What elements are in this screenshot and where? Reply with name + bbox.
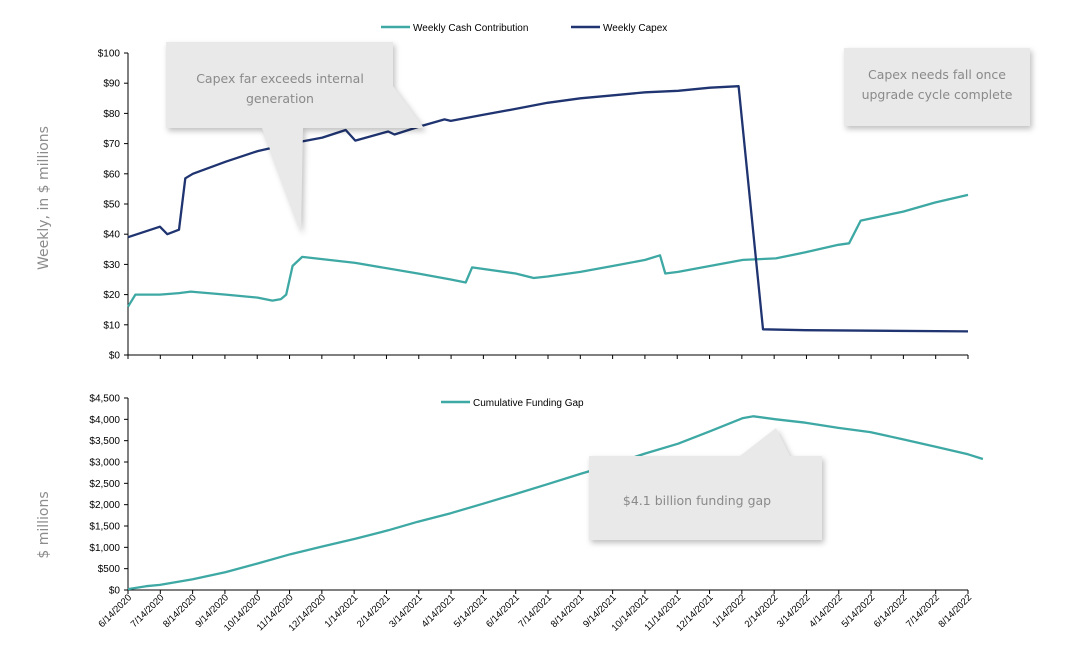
series-weekly-cash-contribution (127, 193, 969, 308)
weekly-y-tick-label: $40 (103, 230, 120, 241)
funding-gap-x-tick-label: 7/14/2021 (516, 592, 554, 630)
funding-gap-x-tick-label: 1/14/2021 (323, 592, 361, 630)
callout-funding-gap-text: $4.1 billion funding gap (623, 493, 771, 508)
callout-capex-exceeds-line2: generation (246, 91, 314, 106)
funding-gap-x-tick-label: 1/14/2022 (710, 592, 748, 630)
weekly-chart-y-axis-label: Weekly, in $ millions (36, 126, 52, 270)
funding-gap-x-tick-label: 6/14/2022 (872, 592, 910, 630)
weekly-y-tick-label: $80 (103, 109, 120, 120)
weekly-chart: $0 $10 $20 $30 $40 $50 $60 $70 $80 $90 $100 Weekly… (36, 23, 1030, 362)
funding-gap-x-tick-label: 7/14/2020 (129, 592, 167, 630)
callout-capex-exceeds-line1: Capex far exceeds internal (196, 71, 364, 86)
funding-gap-x-tick-label: 7/14/2022 (904, 592, 942, 630)
funding-gap-y-tick-label: $4,000 (89, 415, 120, 426)
funding-gap-chart: $0 $500 $1,000 $1,500 $2,000 $2,500 $3,000 $3,5… (36, 394, 984, 634)
funding-gap-chart-legend: Cumulative Funding Gap (441, 398, 584, 409)
funding-gap-x-tick-label: 8/14/2021 (549, 592, 587, 630)
funding-gap-y-tick-label: $500 (98, 564, 121, 575)
callout-capex-falls-box (844, 48, 1030, 126)
funding-gap-x-tick-label: 5/14/2021 (452, 592, 490, 630)
weekly-y-tick-label: $100 (98, 49, 121, 60)
funding-gap-chart-y-axis-label: $ millions (36, 491, 52, 558)
legend-capex-label: Weekly Capex (603, 23, 667, 34)
funding-gap-y-tick-label: $2,500 (89, 479, 120, 490)
funding-gap-chart-series (127, 415, 984, 591)
funding-gap-x-tick-label: 2/14/2021 (355, 592, 393, 630)
funding-gap-y-tick-label: $3,000 (89, 458, 120, 469)
funding-gap-y-tick-label: $4,500 (89, 394, 120, 405)
funding-gap-y-tick-label: $1,000 (89, 543, 120, 554)
callout-funding-gap-bubble (589, 428, 822, 540)
weekly-y-tick-label: $60 (103, 169, 120, 180)
callout-capex-exceeds-bubble (166, 42, 424, 232)
funding-gap-x-tick-label: 8/14/2022 (936, 592, 974, 630)
callout-funding-gap: $4.1 billion funding gap (589, 428, 822, 540)
funding-gap-x-tick-label: 6/14/2020 (96, 592, 134, 630)
weekly-y-tick-label: $70 (103, 139, 120, 150)
callout-capex-falls: Capex needs fall once upgrade cycle comp… (844, 48, 1030, 126)
funding-gap-x-tick-label: 3/14/2022 (775, 592, 813, 630)
series-cumulative-funding-gap (127, 415, 984, 591)
funding-gap-x-tick-label: 8/14/2020 (161, 592, 199, 630)
funding-gap-chart-axes: $0 $500 $1,000 $1,500 $2,000 $2,500 $3,000 $3,5… (89, 394, 974, 634)
funding-gap-y-tick-label: $3,500 (89, 436, 120, 447)
weekly-chart-legend: Weekly Cash Contribution Weekly Capex (381, 23, 667, 34)
funding-gap-x-tick-label: 4/14/2022 (807, 592, 845, 630)
legend-cash-label: Weekly Cash Contribution (413, 23, 528, 34)
funding-gap-x-tick-label: 5/14/2022 (840, 592, 878, 630)
funding-gap-x-tick-label: 4/14/2021 (420, 592, 458, 630)
weekly-y-tick-label: $20 (103, 290, 120, 301)
legend-gap-label: Cumulative Funding Gap (473, 398, 584, 409)
callout-capex-falls-line1: Capex needs fall once (868, 67, 1006, 82)
funding-gap-y-tick-label: $1,500 (89, 522, 120, 533)
funding-gap-x-tick-label: 2/14/2022 (743, 592, 781, 630)
weekly-chart-axes: $0 $10 $20 $30 $40 $50 $60 $70 $80 $90 $100 (98, 49, 969, 362)
weekly-y-tick-label: $50 (103, 200, 120, 211)
funding-gap-x-tick-label: 3/14/2021 (387, 592, 425, 630)
funding-gap-x-tick-label: 6/14/2021 (484, 592, 522, 630)
weekly-y-tick-label: $0 (109, 351, 121, 362)
callout-capex-falls-line2: upgrade cycle complete (862, 87, 1013, 102)
weekly-y-tick-label: $30 (103, 260, 120, 271)
funding-gap-y-tick-label: $0 (109, 586, 121, 597)
weekly-y-tick-label: $10 (103, 320, 120, 331)
callout-capex-exceeds: Capex far exceeds internal generation (166, 42, 424, 232)
funding-gap-y-tick-label: $2,000 (89, 500, 120, 511)
weekly-y-tick-label: $90 (103, 79, 120, 90)
